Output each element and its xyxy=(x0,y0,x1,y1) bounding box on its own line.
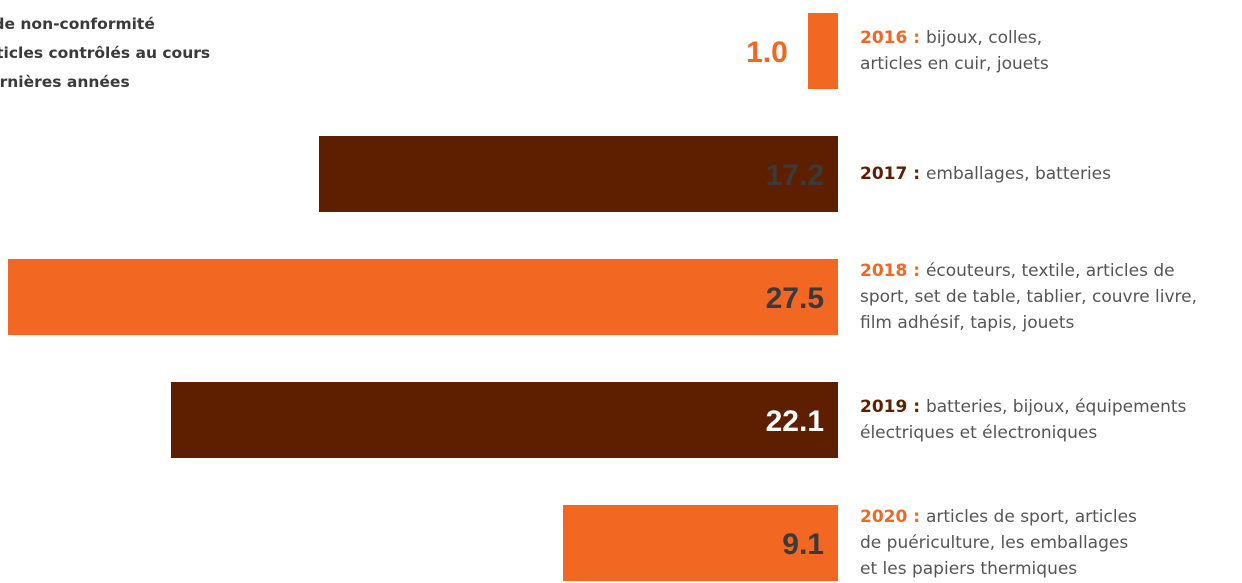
bar-label-2019: 2019 : batteries, bijoux, équipements éle… xyxy=(860,397,1187,443)
bar-value-2016: 1.0 xyxy=(746,36,788,69)
bar-2020 xyxy=(563,505,838,581)
bar-value-2018: 27.5 xyxy=(765,282,824,315)
bar-2019 xyxy=(170,382,838,458)
bar-label-2020: 2020 : articles de sport, articles de pué… xyxy=(860,507,1137,579)
bar-label-2018: 2018 : écouteurs, textile, articles de sp… xyxy=(860,261,1198,333)
bar-year-2017: 2017 : xyxy=(860,164,926,184)
bar-value-2019: 22.1 xyxy=(765,405,824,438)
bar-label-2017: 2017 : emballages, batteries xyxy=(860,164,1111,184)
bar-2016 xyxy=(807,13,838,89)
bar-2017 xyxy=(318,136,838,212)
bar-year-2019: 2019 : xyxy=(860,397,926,417)
bar-year-2020: 2020 : xyxy=(860,507,926,527)
chart-title-line-2: articles contrôlés au cours xyxy=(0,44,211,62)
bar-value-2020: 9.1 xyxy=(782,528,824,561)
bar-year-2016: 2016 : xyxy=(860,28,926,48)
bar-year-2018: 2018 : xyxy=(860,261,926,281)
bar-label-2016: 2016 : bijoux, colles, articles en cuir, … xyxy=(860,28,1049,74)
chart-title: x de non-conformité articles contrôlés a… xyxy=(0,10,298,97)
bar-2018 xyxy=(8,259,838,335)
bar-value-2017: 17.2 xyxy=(765,159,824,192)
chart-title-line-3: dernières années xyxy=(0,73,130,91)
chart-title-line-1: x de non-conformité xyxy=(0,15,155,33)
